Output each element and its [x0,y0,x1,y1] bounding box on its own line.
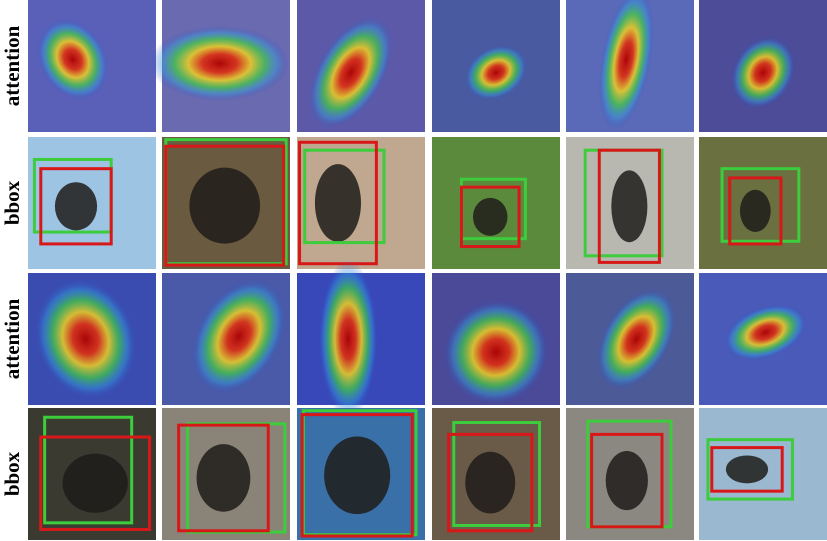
image-cell [28,137,156,269]
image-cell [699,273,827,405]
image-cell [291,0,425,143]
row-labels: attention bbox attention bbox [0,25,24,496]
bird [315,164,361,242]
image-cell [297,408,425,540]
image-cell [297,260,425,418]
bird [324,436,390,514]
image-cell [150,0,290,132]
image-cell [432,137,560,269]
image-cell [699,408,827,540]
image-grid [18,0,827,540]
bird [611,170,647,242]
bird [726,455,768,483]
image-cell [699,137,827,269]
image-cell [566,137,694,269]
attention-map [318,260,378,418]
bird [473,198,508,236]
bird [197,444,251,512]
row-label: bbox [0,451,24,496]
row-label: attention [0,298,24,379]
row-label: attention [0,25,24,106]
bird [465,452,515,514]
bird [63,454,128,513]
image-cell [566,408,694,540]
bird [740,190,771,232]
attention-map [150,26,290,102]
bird [55,182,97,230]
image-cell [432,408,560,540]
image-cell [422,273,570,426]
image-cell [297,137,425,269]
image-cell [162,262,306,411]
image-cell [28,408,156,540]
image-cell [18,264,156,414]
image-cell [432,0,560,132]
bird [606,451,648,510]
image-cell [162,408,290,540]
figure: attention bbox attention bbox [0,0,827,541]
image-cell [162,137,290,269]
row-label: bbox [0,180,24,225]
image-cell [23,0,156,132]
image-cell [566,273,694,405]
bird [189,168,260,244]
image-cell [566,0,694,135]
image-cell [699,0,827,132]
